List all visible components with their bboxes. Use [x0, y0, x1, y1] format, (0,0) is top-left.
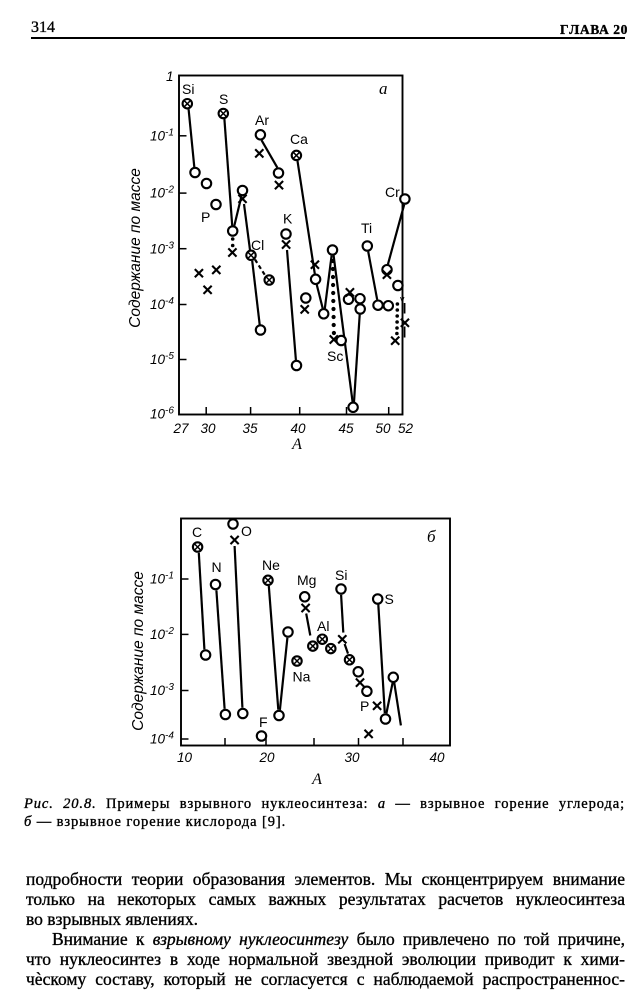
svg-text:Al: Al [317, 618, 329, 634]
svg-text:Cl: Cl [251, 237, 264, 253]
svg-text:40: 40 [429, 750, 445, 765]
svg-text:Содержание по массе: Содержание по массе [127, 168, 144, 328]
svg-text:40: 40 [290, 421, 306, 436]
svg-text:Si: Si [182, 81, 194, 97]
svg-text:30: 30 [344, 750, 360, 765]
svg-text:K: K [283, 211, 293, 227]
svg-text:10-3: 10-3 [150, 241, 174, 257]
svg-text:Ca: Ca [290, 131, 308, 147]
svg-text:10-2: 10-2 [150, 626, 174, 642]
svg-text:Sc: Sc [327, 348, 343, 364]
svg-text:v: v [400, 294, 405, 304]
svg-text:10-1: 10-1 [150, 571, 174, 587]
svg-text:10-5: 10-5 [150, 351, 174, 367]
svg-text:52: 52 [398, 421, 414, 436]
svg-text:C: C [192, 524, 202, 540]
svg-text:50: 50 [375, 421, 391, 436]
svg-text:A: A [311, 771, 322, 788]
svg-text:30: 30 [200, 421, 216, 436]
svg-text:10-1: 10-1 [150, 128, 174, 144]
svg-text:20: 20 [258, 750, 275, 765]
svg-text:27: 27 [172, 421, 189, 436]
svg-text:N: N [212, 559, 222, 575]
svg-text:Ti: Ti [361, 220, 372, 236]
svg-text:O: O [241, 523, 252, 539]
svg-text:10-2: 10-2 [150, 185, 174, 201]
svg-text:Ar: Ar [255, 112, 269, 128]
svg-text:Si: Si [335, 567, 347, 583]
svg-text:Mg: Mg [297, 572, 316, 588]
svg-text:A: A [291, 436, 302, 453]
svg-text:10: 10 [177, 750, 193, 765]
svg-text:1: 1 [166, 69, 174, 84]
svg-text:10-3: 10-3 [150, 682, 174, 698]
svg-text:S: S [219, 91, 228, 107]
svg-text:P: P [360, 698, 369, 714]
svg-text:35: 35 [242, 421, 258, 436]
svg-text:F: F [259, 714, 268, 730]
svg-text:10-6: 10-6 [150, 406, 174, 422]
svg-text:a: a [379, 79, 388, 98]
svg-text:P: P [201, 209, 210, 225]
svg-text:10-4: 10-4 [150, 731, 174, 747]
svg-text:S: S [385, 591, 394, 607]
svg-text:Cr: Cr [385, 184, 400, 200]
svg-text:Na: Na [293, 669, 311, 685]
svg-text:Содержание по массе: Содержание по массе [130, 571, 147, 731]
svg-text:Ne: Ne [262, 557, 280, 573]
svg-text:10-4: 10-4 [150, 296, 174, 312]
svg-text:45: 45 [338, 421, 354, 436]
svg-text:б: б [427, 527, 436, 546]
